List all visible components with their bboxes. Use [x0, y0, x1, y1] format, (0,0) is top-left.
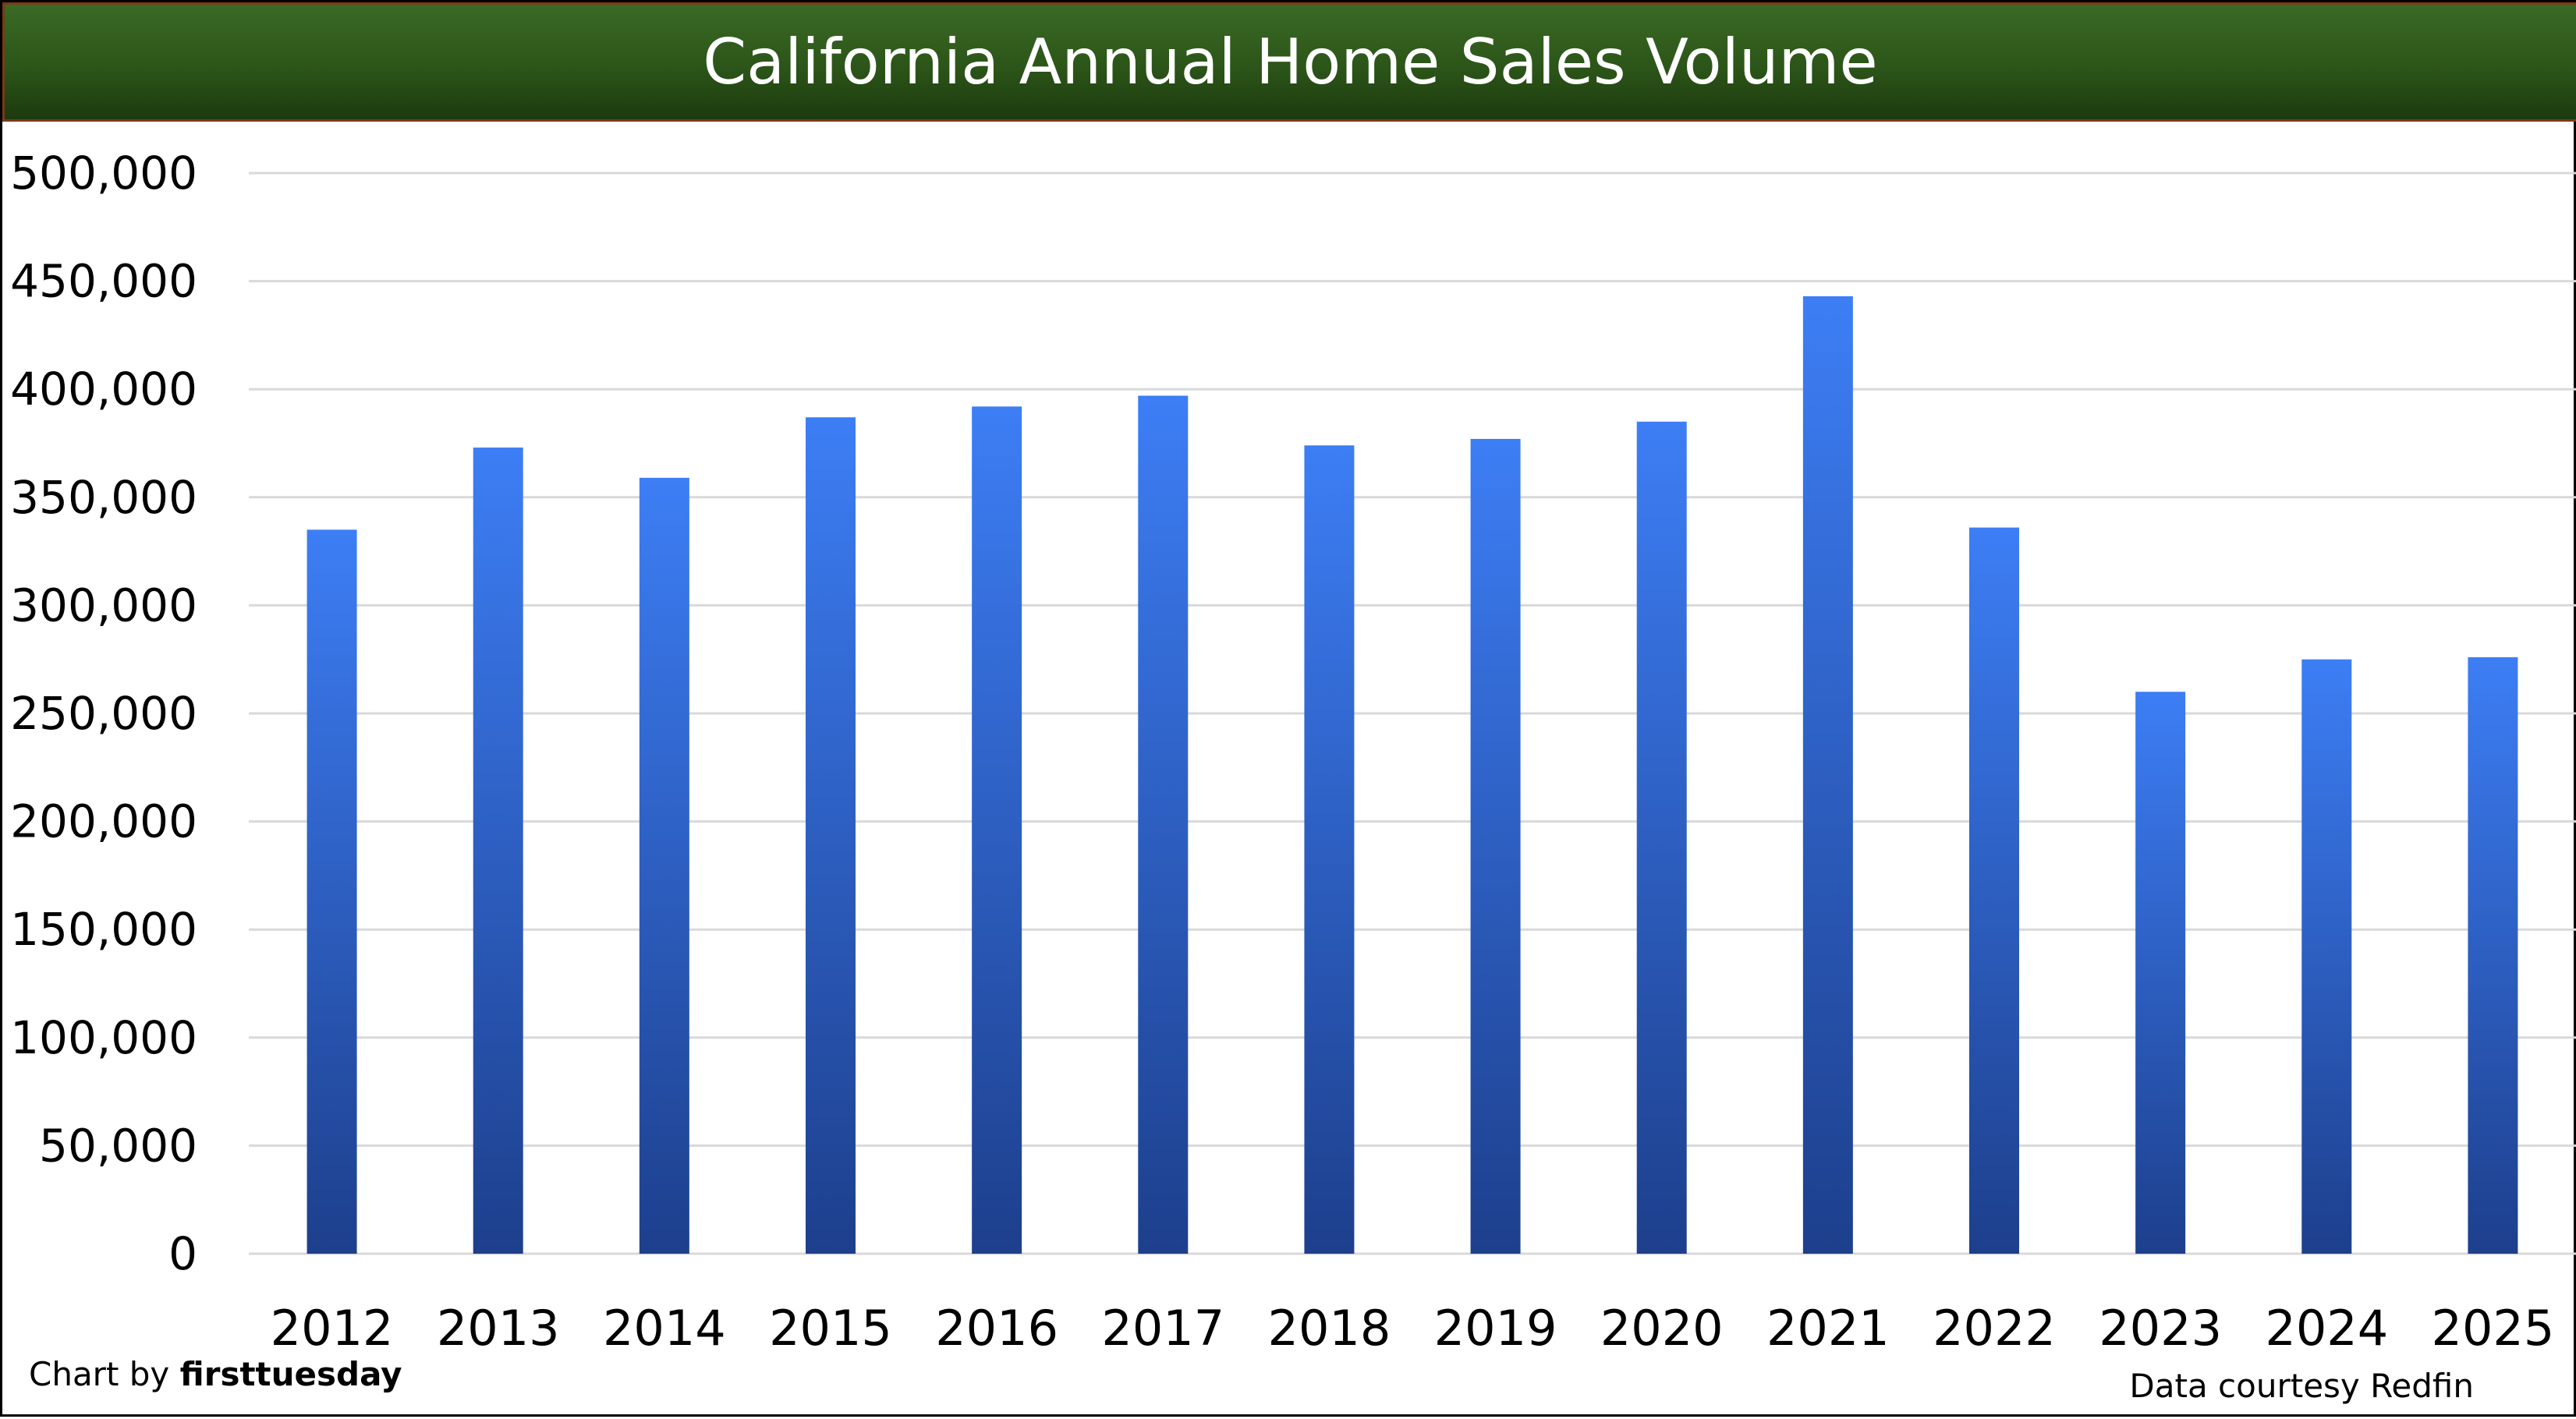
- bars: [306, 296, 2518, 1254]
- credit-brand: firsttuesday: [179, 1355, 402, 1393]
- bar-2013: [473, 448, 523, 1254]
- bar-2025: [2468, 656, 2518, 1254]
- y-tick-label: 500,000: [10, 147, 197, 200]
- x-tick-label: 2018: [1268, 1300, 1391, 1357]
- x-tick-label: 2014: [603, 1300, 726, 1357]
- y-tick-label: 300,000: [10, 579, 197, 632]
- x-tick-label: 2023: [2099, 1300, 2222, 1357]
- y-tick-label: 400,000: [10, 363, 197, 416]
- x-tick-label: 2020: [1600, 1300, 1724, 1357]
- x-tick-label: 2015: [769, 1300, 892, 1357]
- x-tick-label: 2016: [935, 1300, 1058, 1357]
- bar-2014: [639, 477, 689, 1254]
- bar-2024: [2301, 659, 2352, 1254]
- x-tick-label: 2022: [1933, 1300, 2056, 1357]
- bar-2018: [1304, 445, 1355, 1254]
- y-tick-label: 200,000: [10, 795, 197, 848]
- x-tick-label: 2025: [2432, 1300, 2555, 1357]
- y-tick-label: 0: [168, 1227, 197, 1280]
- y-tick-label: 150,000: [10, 903, 197, 956]
- bar-2022: [1969, 527, 2019, 1254]
- bar-2012: [306, 529, 357, 1254]
- data-source: Data courtesy Redfin: [2129, 1367, 2474, 1405]
- bar-2015: [806, 417, 856, 1254]
- y-tick-label: 50,000: [39, 1119, 197, 1172]
- x-tick-label: 2024: [2265, 1300, 2388, 1357]
- title-bar: California Annual Home Sales Volume: [2, 2, 2576, 122]
- chart-title: California Annual Home Sales Volume: [703, 26, 1878, 98]
- x-tick-label: 2021: [1766, 1300, 1890, 1357]
- credit-prefix: Chart by: [29, 1355, 180, 1393]
- bar-2020: [1636, 421, 1687, 1254]
- y-tick-label: 250,000: [10, 687, 197, 740]
- y-tick-label: 450,000: [10, 255, 197, 308]
- bar-2016: [972, 406, 1022, 1254]
- bar-2023: [2135, 692, 2186, 1254]
- y-axis-labels: 0 50,000 100,000 150,000 200,000 250,000 300,0…: [10, 147, 197, 1280]
- x-tick-label: 2012: [271, 1300, 394, 1357]
- x-tick-label: 2019: [1434, 1300, 1557, 1357]
- x-tick-label: 2013: [437, 1300, 560, 1357]
- bar-2017: [1138, 395, 1189, 1254]
- x-axis-labels: 2012 2013 2014 2015 2016 2017 2018 2019 2020 2021…: [271, 1300, 2555, 1357]
- chart-credit: Chart by firsttuesday: [29, 1355, 402, 1393]
- y-tick-label: 350,000: [10, 471, 197, 524]
- x-tick-label: 2017: [1101, 1300, 1224, 1357]
- gridlines: [249, 172, 2576, 1255]
- y-tick-label: 100,000: [10, 1011, 197, 1064]
- bar-2021: [1802, 296, 1853, 1254]
- bar-2019: [1470, 438, 1521, 1254]
